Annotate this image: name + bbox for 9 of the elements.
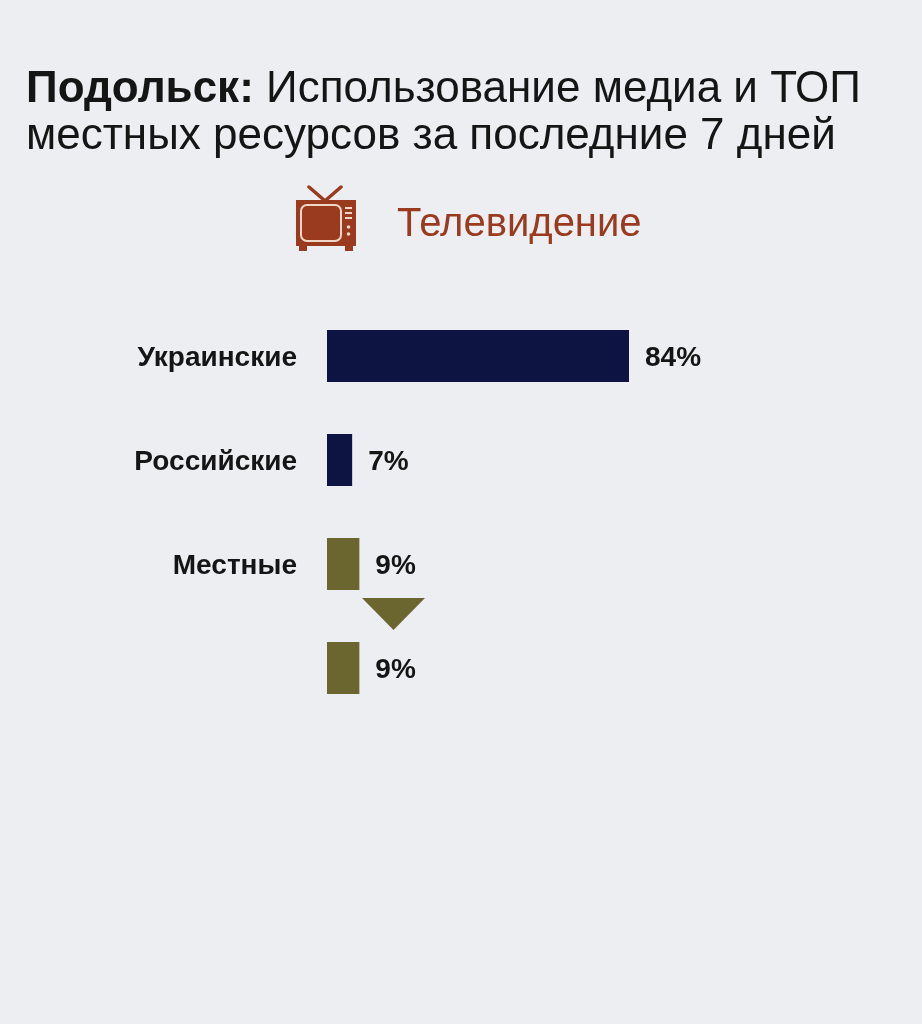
chart-title: Подольск: Использование медиа и ТОП местных ресурсов за последние 7 дней [26, 62, 862, 158]
data-label: 7% [368, 444, 409, 476]
y-tick-label: Российские [134, 444, 297, 476]
data-label: 9% [375, 548, 416, 580]
y-tick-label: Украинские [137, 340, 297, 372]
data-label: 84% [645, 340, 702, 372]
y-tick-label: Местные [172, 548, 297, 580]
data-label: 9% [375, 652, 416, 684]
chart-subtitle: Телевидение [397, 200, 642, 244]
